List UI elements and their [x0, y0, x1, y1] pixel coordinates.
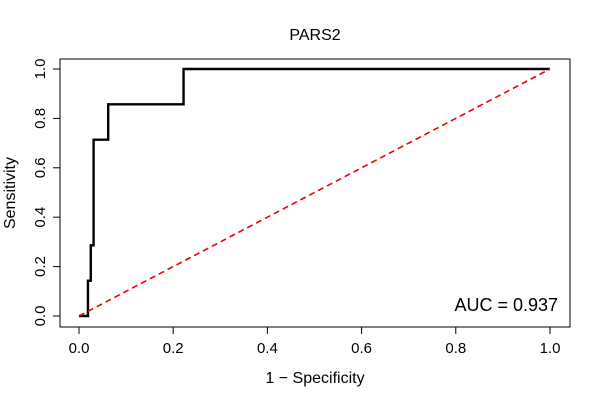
series-layer	[78, 67, 551, 318]
y-axis: 0.0 0.2 0.4 0.6 0.8 1.0	[32, 59, 60, 327]
x-axis: 0.0 0.2 0.4 0.6 0.8 1.0	[69, 327, 561, 357]
y-tick-label: 0.8	[32, 108, 49, 129]
x-tick-label: 0.4	[257, 340, 278, 357]
y-tick-label: 0.6	[32, 157, 49, 178]
roc-curve	[79, 67, 550, 318]
x-tick-label: 0.8	[445, 340, 466, 357]
x-axis-label: 1 − Specificity	[265, 370, 364, 387]
y-axis-label: Sensitivity	[2, 157, 19, 229]
reference-line	[78, 68, 551, 317]
y-tick-label: 0.0	[32, 306, 49, 327]
y-tick-label: 0.2	[32, 256, 49, 277]
chart-title: PARS2	[289, 27, 340, 44]
y-tick-label: 1.0	[32, 59, 49, 80]
x-tick-label: 0.6	[351, 340, 372, 357]
auc-annotation: AUC = 0.937	[454, 295, 558, 315]
y-tick-label: 0.4	[32, 207, 49, 228]
plot-frame	[59, 58, 571, 328]
x-tick-label: 0.2	[163, 340, 184, 357]
x-tick-label: 1.0	[540, 340, 561, 357]
x-tick-label: 0.0	[69, 340, 90, 357]
